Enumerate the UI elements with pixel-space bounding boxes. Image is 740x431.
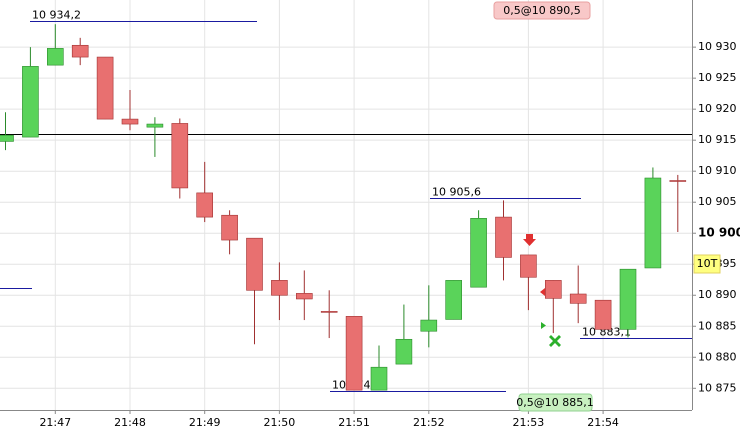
candle-body [295,293,313,300]
x-tick-label: 21:52 [413,416,445,429]
candle-body [71,44,89,58]
x-tick-label: 21:51 [338,416,370,429]
y-tick-label: 10 875 [698,381,737,394]
y-tick-label: 10 910 [698,164,737,177]
buy-order-label[interactable]: 0,5@10 885,1 [516,396,593,409]
sell-arrow-icon [523,234,536,246]
close-marker-icon[interactable] [549,335,561,347]
candle-body [619,268,637,330]
candle-body [221,214,238,241]
candle-body [420,319,438,332]
candle-body [171,123,189,189]
y-tick-label: 10 900 [698,226,740,240]
x-tick-label: 21:49 [189,416,221,429]
y-tick-label: 10 890 [698,288,737,301]
candle-body [594,299,612,330]
y-tick-label: 10 905 [698,195,737,208]
candle-body [196,192,213,218]
candle-body [569,293,587,304]
candle-body [520,254,537,278]
x-tick-label: 21:53 [513,416,545,429]
candle-body [146,123,164,128]
candle-body [271,280,288,296]
x-tick-label: 21:54 [587,416,619,429]
candle-body [445,280,463,320]
candle-body [644,177,662,269]
y-tick-label: 10 885 [698,319,737,332]
candle-body [470,218,487,288]
x-tick-label: 21:48 [114,416,146,429]
y-tick-label: 10 920 [698,102,737,115]
x-tick-label: 21:50 [264,416,296,429]
y-tick-label: 10 880 [698,350,737,363]
candle-body [320,311,338,313]
price-tag: 10T [697,257,718,270]
sell-order-box[interactable] [493,1,591,20]
y-tick-label: 10 930 [698,40,737,53]
level-label: 10 883,1 [582,326,631,339]
y-tick-label: 10 915 [698,133,737,146]
candle-body [96,56,114,120]
candle-body [495,216,512,258]
buy-marker-icon [541,322,546,329]
candle-body [246,237,263,291]
candles [0,24,687,391]
level-label: 10 934,2 [32,9,81,22]
sell-order-label[interactable]: 0,5@10 890,5 [503,4,580,17]
candle-body [22,66,39,138]
sell-marker-icon [540,288,545,296]
levels: 10 934,210 905,610 883,110 874,5 [0,9,692,392]
y-tick-label: 10 925 [698,71,737,84]
candle-body [370,366,388,391]
candle-body [121,118,139,125]
price-tag-box [693,254,721,274]
buy-order-box[interactable] [518,393,593,412]
level-label: 10 905,6 [432,186,481,199]
candle-body [669,180,687,182]
candle-body [0,134,14,142]
candle-body [46,48,64,66]
candle-body [345,316,363,391]
candle-body [395,338,413,365]
candle-body [544,280,562,299]
x-tick-label: 21:47 [39,416,71,429]
